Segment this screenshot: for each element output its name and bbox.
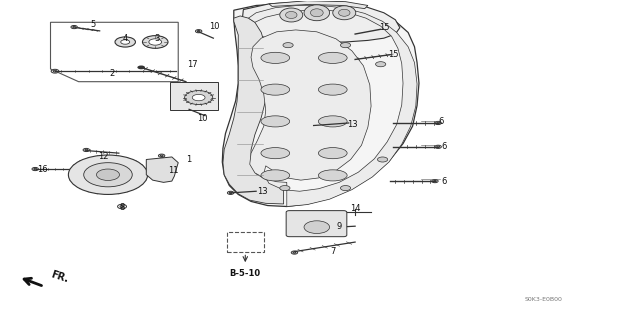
Circle shape bbox=[138, 65, 145, 69]
Text: 6: 6 bbox=[442, 177, 447, 186]
Circle shape bbox=[143, 36, 168, 48]
Circle shape bbox=[304, 221, 330, 234]
Text: 2: 2 bbox=[110, 69, 115, 78]
Circle shape bbox=[184, 91, 212, 105]
Text: 13: 13 bbox=[347, 120, 357, 129]
Ellipse shape bbox=[261, 84, 290, 95]
Text: 4: 4 bbox=[123, 34, 128, 43]
Circle shape bbox=[376, 62, 386, 67]
Ellipse shape bbox=[261, 170, 290, 181]
Ellipse shape bbox=[280, 8, 303, 22]
Circle shape bbox=[283, 43, 293, 48]
Text: B-5-10: B-5-10 bbox=[230, 269, 261, 278]
Text: 14: 14 bbox=[350, 204, 360, 213]
Ellipse shape bbox=[285, 11, 297, 19]
Ellipse shape bbox=[319, 148, 347, 159]
Circle shape bbox=[192, 94, 205, 101]
Ellipse shape bbox=[339, 9, 350, 16]
Circle shape bbox=[378, 157, 388, 162]
Ellipse shape bbox=[261, 148, 290, 159]
Polygon shape bbox=[248, 5, 417, 206]
Circle shape bbox=[84, 163, 132, 187]
Text: 3: 3 bbox=[154, 34, 160, 43]
Circle shape bbox=[115, 37, 136, 47]
Circle shape bbox=[97, 169, 120, 181]
Polygon shape bbox=[147, 157, 178, 182]
Text: 10: 10 bbox=[196, 114, 207, 123]
Ellipse shape bbox=[319, 116, 347, 127]
Text: 5: 5 bbox=[91, 20, 96, 29]
Circle shape bbox=[149, 39, 162, 45]
Polygon shape bbox=[242, 2, 400, 43]
Text: 15: 15 bbox=[388, 50, 399, 59]
Ellipse shape bbox=[304, 5, 330, 21]
Text: 13: 13 bbox=[257, 187, 268, 196]
Polygon shape bbox=[222, 3, 419, 206]
Text: 16: 16 bbox=[37, 165, 47, 174]
Circle shape bbox=[68, 155, 148, 195]
Circle shape bbox=[280, 186, 290, 191]
Text: 6: 6 bbox=[438, 117, 444, 126]
Circle shape bbox=[340, 43, 351, 48]
Text: 8: 8 bbox=[119, 203, 125, 211]
Text: FR.: FR. bbox=[49, 269, 69, 284]
Ellipse shape bbox=[261, 52, 290, 63]
Polygon shape bbox=[223, 16, 284, 204]
Ellipse shape bbox=[310, 9, 323, 17]
Ellipse shape bbox=[319, 52, 347, 63]
Text: 11: 11 bbox=[168, 166, 179, 175]
Text: 12: 12 bbox=[98, 152, 108, 161]
Text: 6: 6 bbox=[442, 142, 447, 151]
Text: 15: 15 bbox=[379, 23, 389, 32]
Text: 1: 1 bbox=[186, 155, 192, 164]
Bar bbox=[227, 232, 264, 252]
Ellipse shape bbox=[319, 84, 347, 95]
Polygon shape bbox=[269, 1, 368, 9]
Circle shape bbox=[121, 40, 130, 44]
Bar bbox=[170, 82, 218, 110]
Ellipse shape bbox=[333, 6, 356, 20]
Text: S0K3-E0B00: S0K3-E0B00 bbox=[524, 297, 562, 302]
FancyBboxPatch shape bbox=[286, 211, 347, 237]
Text: 9: 9 bbox=[337, 222, 342, 231]
Text: 10: 10 bbox=[209, 22, 220, 31]
Circle shape bbox=[340, 186, 351, 191]
Ellipse shape bbox=[319, 170, 347, 181]
Text: 17: 17 bbox=[187, 60, 198, 69]
Ellipse shape bbox=[261, 116, 290, 127]
Text: 7: 7 bbox=[330, 247, 335, 256]
